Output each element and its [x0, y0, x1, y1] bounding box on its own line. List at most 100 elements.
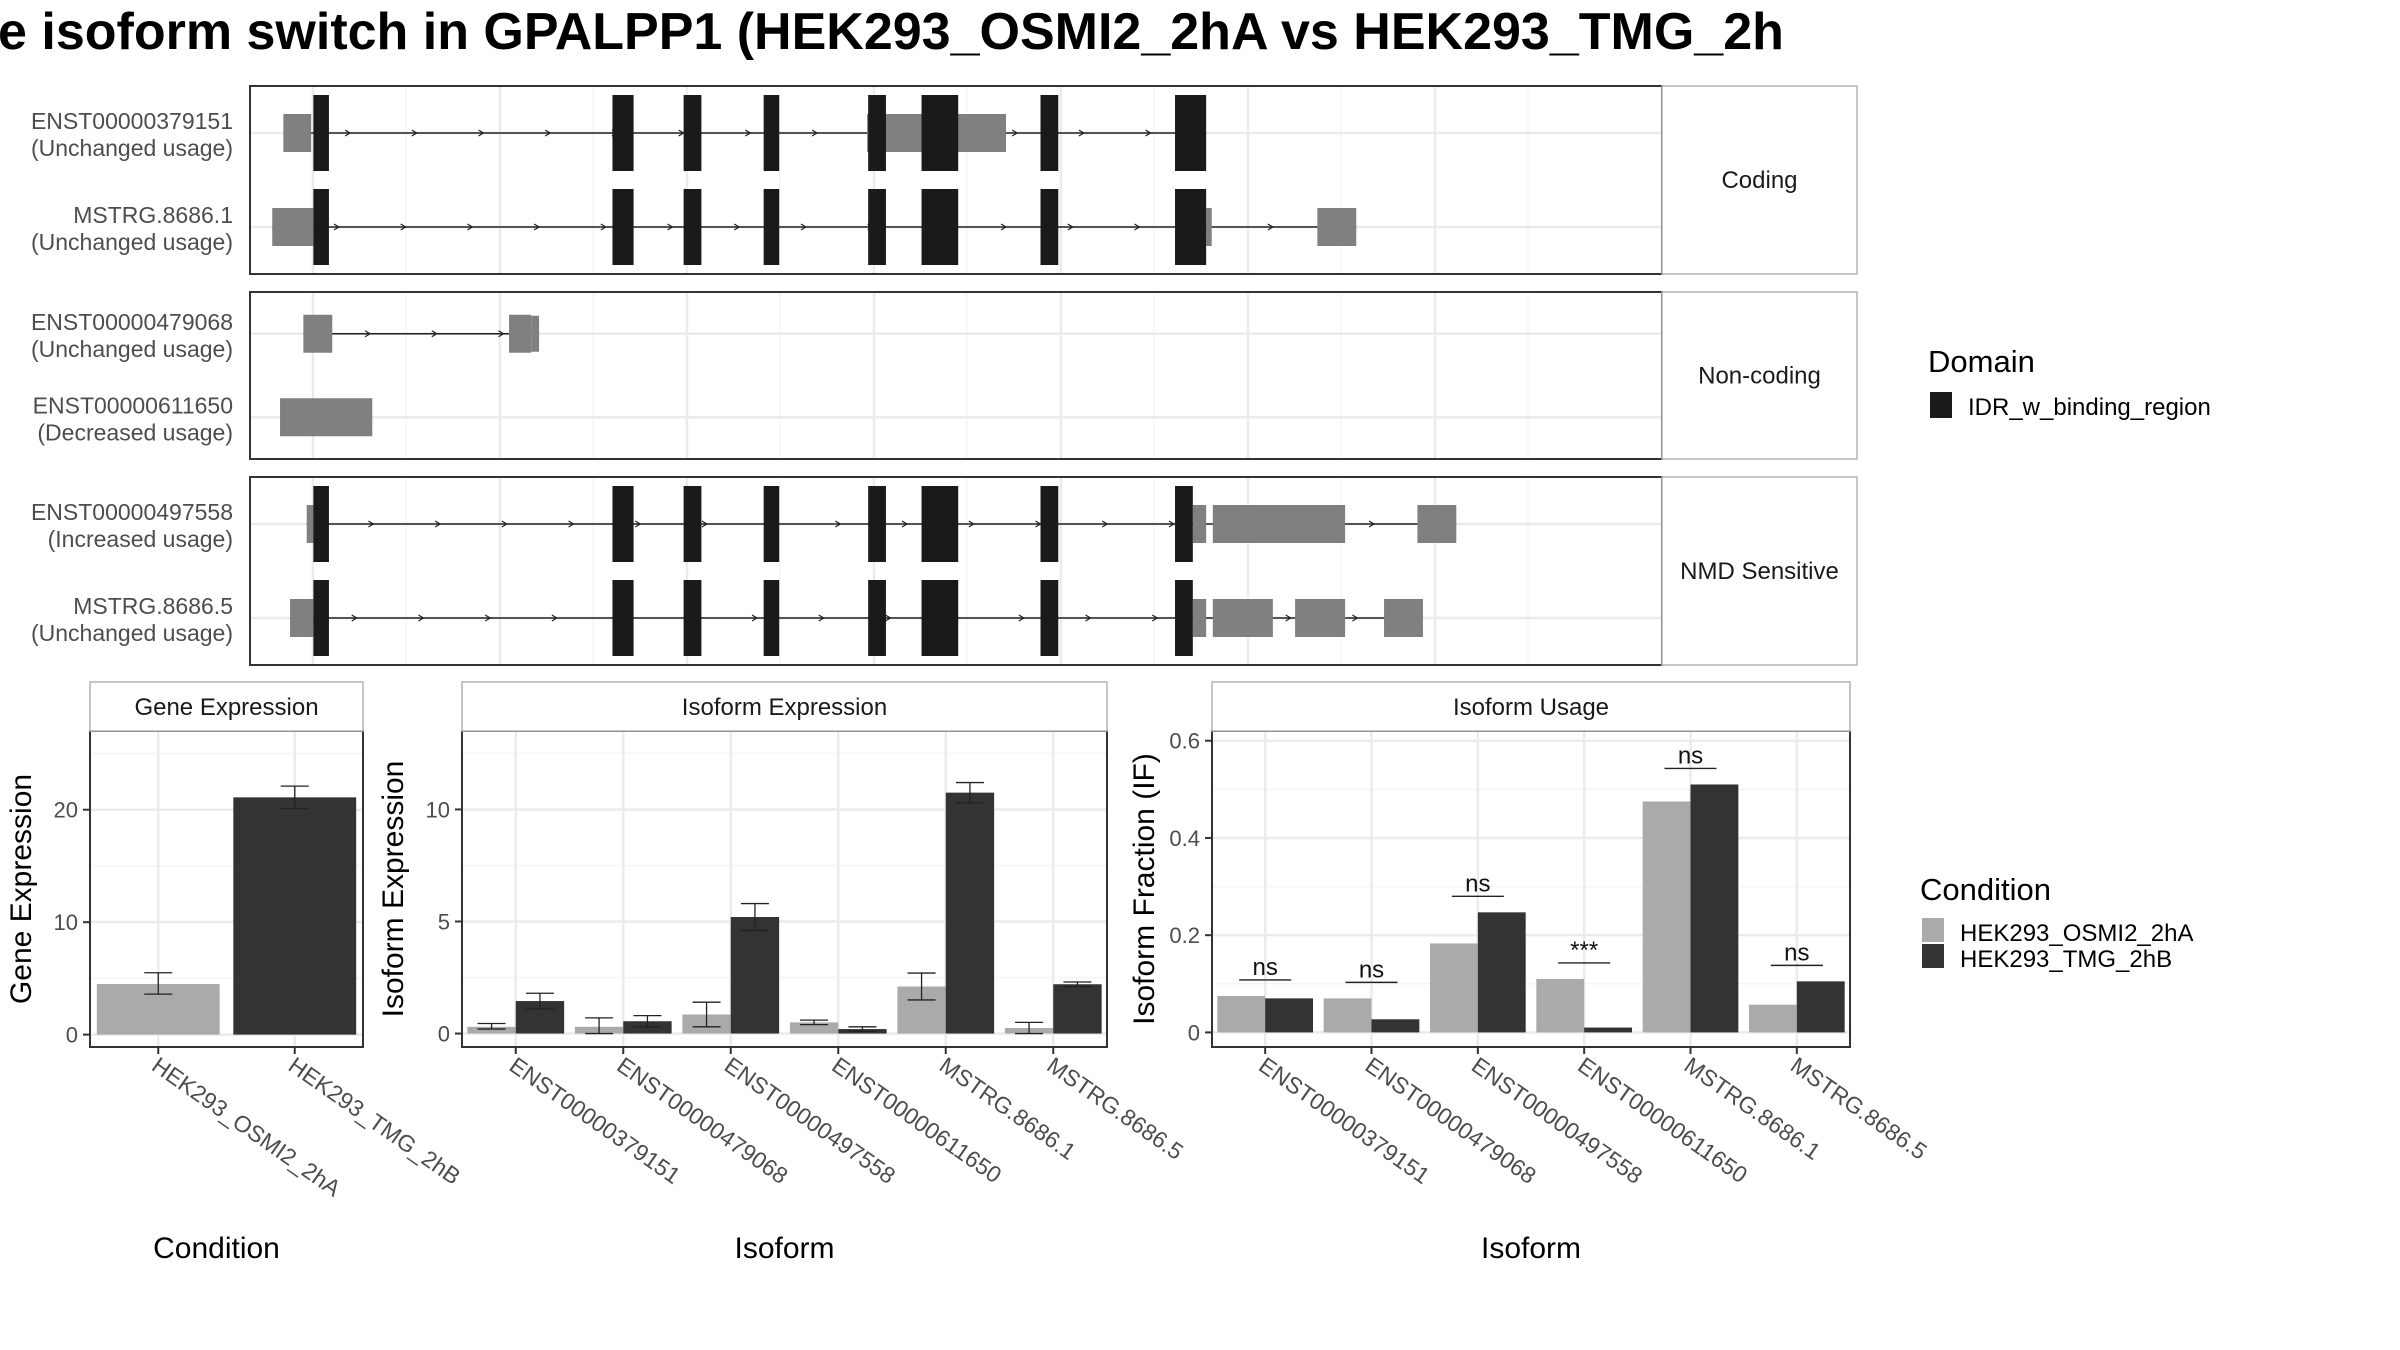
strand-arrow — [901, 520, 909, 528]
domain-exon — [683, 580, 702, 656]
chart-title: Isoform Expression — [682, 694, 887, 721]
y-axis-title: Isoform Fraction (IF) — [1128, 753, 1161, 1025]
domain-exon — [868, 189, 886, 265]
bar — [1690, 784, 1739, 1033]
strand-arrow — [733, 223, 741, 231]
transcript-usage: (Increased usage) — [48, 526, 233, 552]
strand-arrow — [1011, 129, 1019, 137]
domain-exon — [1175, 580, 1193, 656]
strand-arrow — [751, 614, 759, 622]
strand-arrow — [431, 330, 438, 338]
transcript-usage: (Unchanged usage) — [31, 336, 233, 362]
strand-arrow — [1085, 614, 1092, 622]
strand-arrow — [498, 330, 505, 338]
legend-label: HEK293_OSMI2_2hA — [1960, 920, 2193, 947]
transcript-id: MSTRG.8686.5 — [73, 593, 233, 619]
domain-exon — [313, 580, 329, 656]
domain-exon — [683, 95, 702, 171]
bar — [1429, 943, 1478, 1033]
strand-arrow — [1101, 520, 1109, 528]
title-strip — [461, 681, 1108, 732]
transcript-id: ENST00000479068 — [31, 309, 233, 335]
significance-label: ns — [1359, 956, 1384, 983]
utr-exon — [1295, 599, 1346, 637]
transcript-track — [303, 314, 540, 353]
domain-exon — [1175, 486, 1193, 562]
domain-exon — [921, 95, 959, 171]
strand-arrow — [400, 223, 407, 231]
strand-arrow — [568, 520, 575, 528]
strand-arrow — [551, 614, 559, 622]
strand-arrow — [434, 520, 442, 528]
strand-arrow — [1352, 614, 1359, 622]
domain-exon — [612, 486, 634, 562]
strand-arrow — [811, 129, 819, 137]
facet-strip-label: Coding — [1721, 167, 1797, 194]
strand-arrow — [344, 129, 352, 137]
utr-exon — [303, 314, 333, 353]
legend-key — [1922, 944, 1944, 968]
strand-arrow — [701, 520, 709, 528]
utr-exon — [1317, 208, 1357, 246]
strand-arrow — [667, 223, 674, 231]
utr-exon — [1192, 599, 1207, 637]
strand-arrow — [368, 520, 375, 528]
domain-exon — [868, 95, 886, 171]
utr-exon — [509, 314, 532, 353]
strand-arrow — [351, 614, 358, 622]
domain-exon — [612, 95, 634, 171]
panel-background — [462, 731, 1107, 1047]
strand-arrow — [333, 223, 341, 231]
utr-exon — [1417, 505, 1457, 543]
transcript-track — [272, 189, 1357, 265]
bar — [730, 917, 780, 1034]
domain-exon — [313, 95, 329, 171]
utr-exon — [1206, 208, 1212, 246]
transcript-id: ENST00000611650 — [33, 392, 233, 418]
strand-arrow — [1018, 614, 1025, 622]
significance-label: ns — [1678, 742, 1703, 769]
strand-arrow — [1134, 223, 1141, 231]
y-tick-label: 10 — [54, 910, 78, 935]
bar — [1053, 984, 1102, 1034]
transcript-id: MSTRG.8686.1 — [73, 202, 233, 228]
facet-strip-label: Non-coding — [1698, 363, 1821, 390]
y-tick-label: 0 — [66, 1023, 78, 1048]
transcript-usage: (Unchanged usage) — [31, 135, 233, 161]
strand-arrow — [1067, 223, 1074, 231]
domain-exon — [313, 189, 329, 265]
significance-label: *** — [1570, 937, 1598, 964]
x-axis-title: Isoform — [734, 1232, 834, 1265]
domain-exon — [763, 580, 780, 656]
transcript-track — [290, 580, 1423, 656]
strand-arrow — [484, 614, 492, 622]
y-axis-title: Isoform Expression — [377, 761, 410, 1018]
strand-arrow — [818, 614, 825, 622]
facet-strip-label: NMD Sensitive — [1680, 558, 1839, 585]
domain-exon — [1040, 189, 1059, 265]
transcript-id: ENST00000379151 — [31, 108, 233, 134]
strand-arrow — [678, 129, 685, 137]
strand-arrow — [467, 223, 474, 231]
domain-exon — [612, 580, 634, 656]
strand-arrow — [600, 223, 607, 231]
bar — [233, 797, 357, 1035]
strand-arrow — [800, 223, 808, 231]
y-tick-label: 0.6 — [1169, 729, 1200, 754]
domain-legend: Domain IDR_w_binding_region — [1928, 344, 2211, 421]
domain-exon — [1175, 95, 1207, 171]
domain-exon — [683, 486, 702, 562]
strand-arrow — [745, 129, 752, 137]
structure-panel-1: ENST00000479068(Unchanged usage) ENST0000… — [31, 291, 1858, 460]
transcript-usage: (Unchanged usage) — [31, 620, 233, 646]
x-axis-title: Condition — [153, 1232, 280, 1265]
domain-exon — [921, 580, 959, 656]
significance-label: ns — [1252, 954, 1277, 981]
y-axis-title: Gene Expression — [5, 774, 38, 1004]
significance-label: ns — [1465, 870, 1490, 897]
domain-exon — [1040, 580, 1059, 656]
strand-arrow — [478, 129, 485, 137]
domain-exon — [763, 189, 780, 265]
bar — [1217, 995, 1266, 1033]
